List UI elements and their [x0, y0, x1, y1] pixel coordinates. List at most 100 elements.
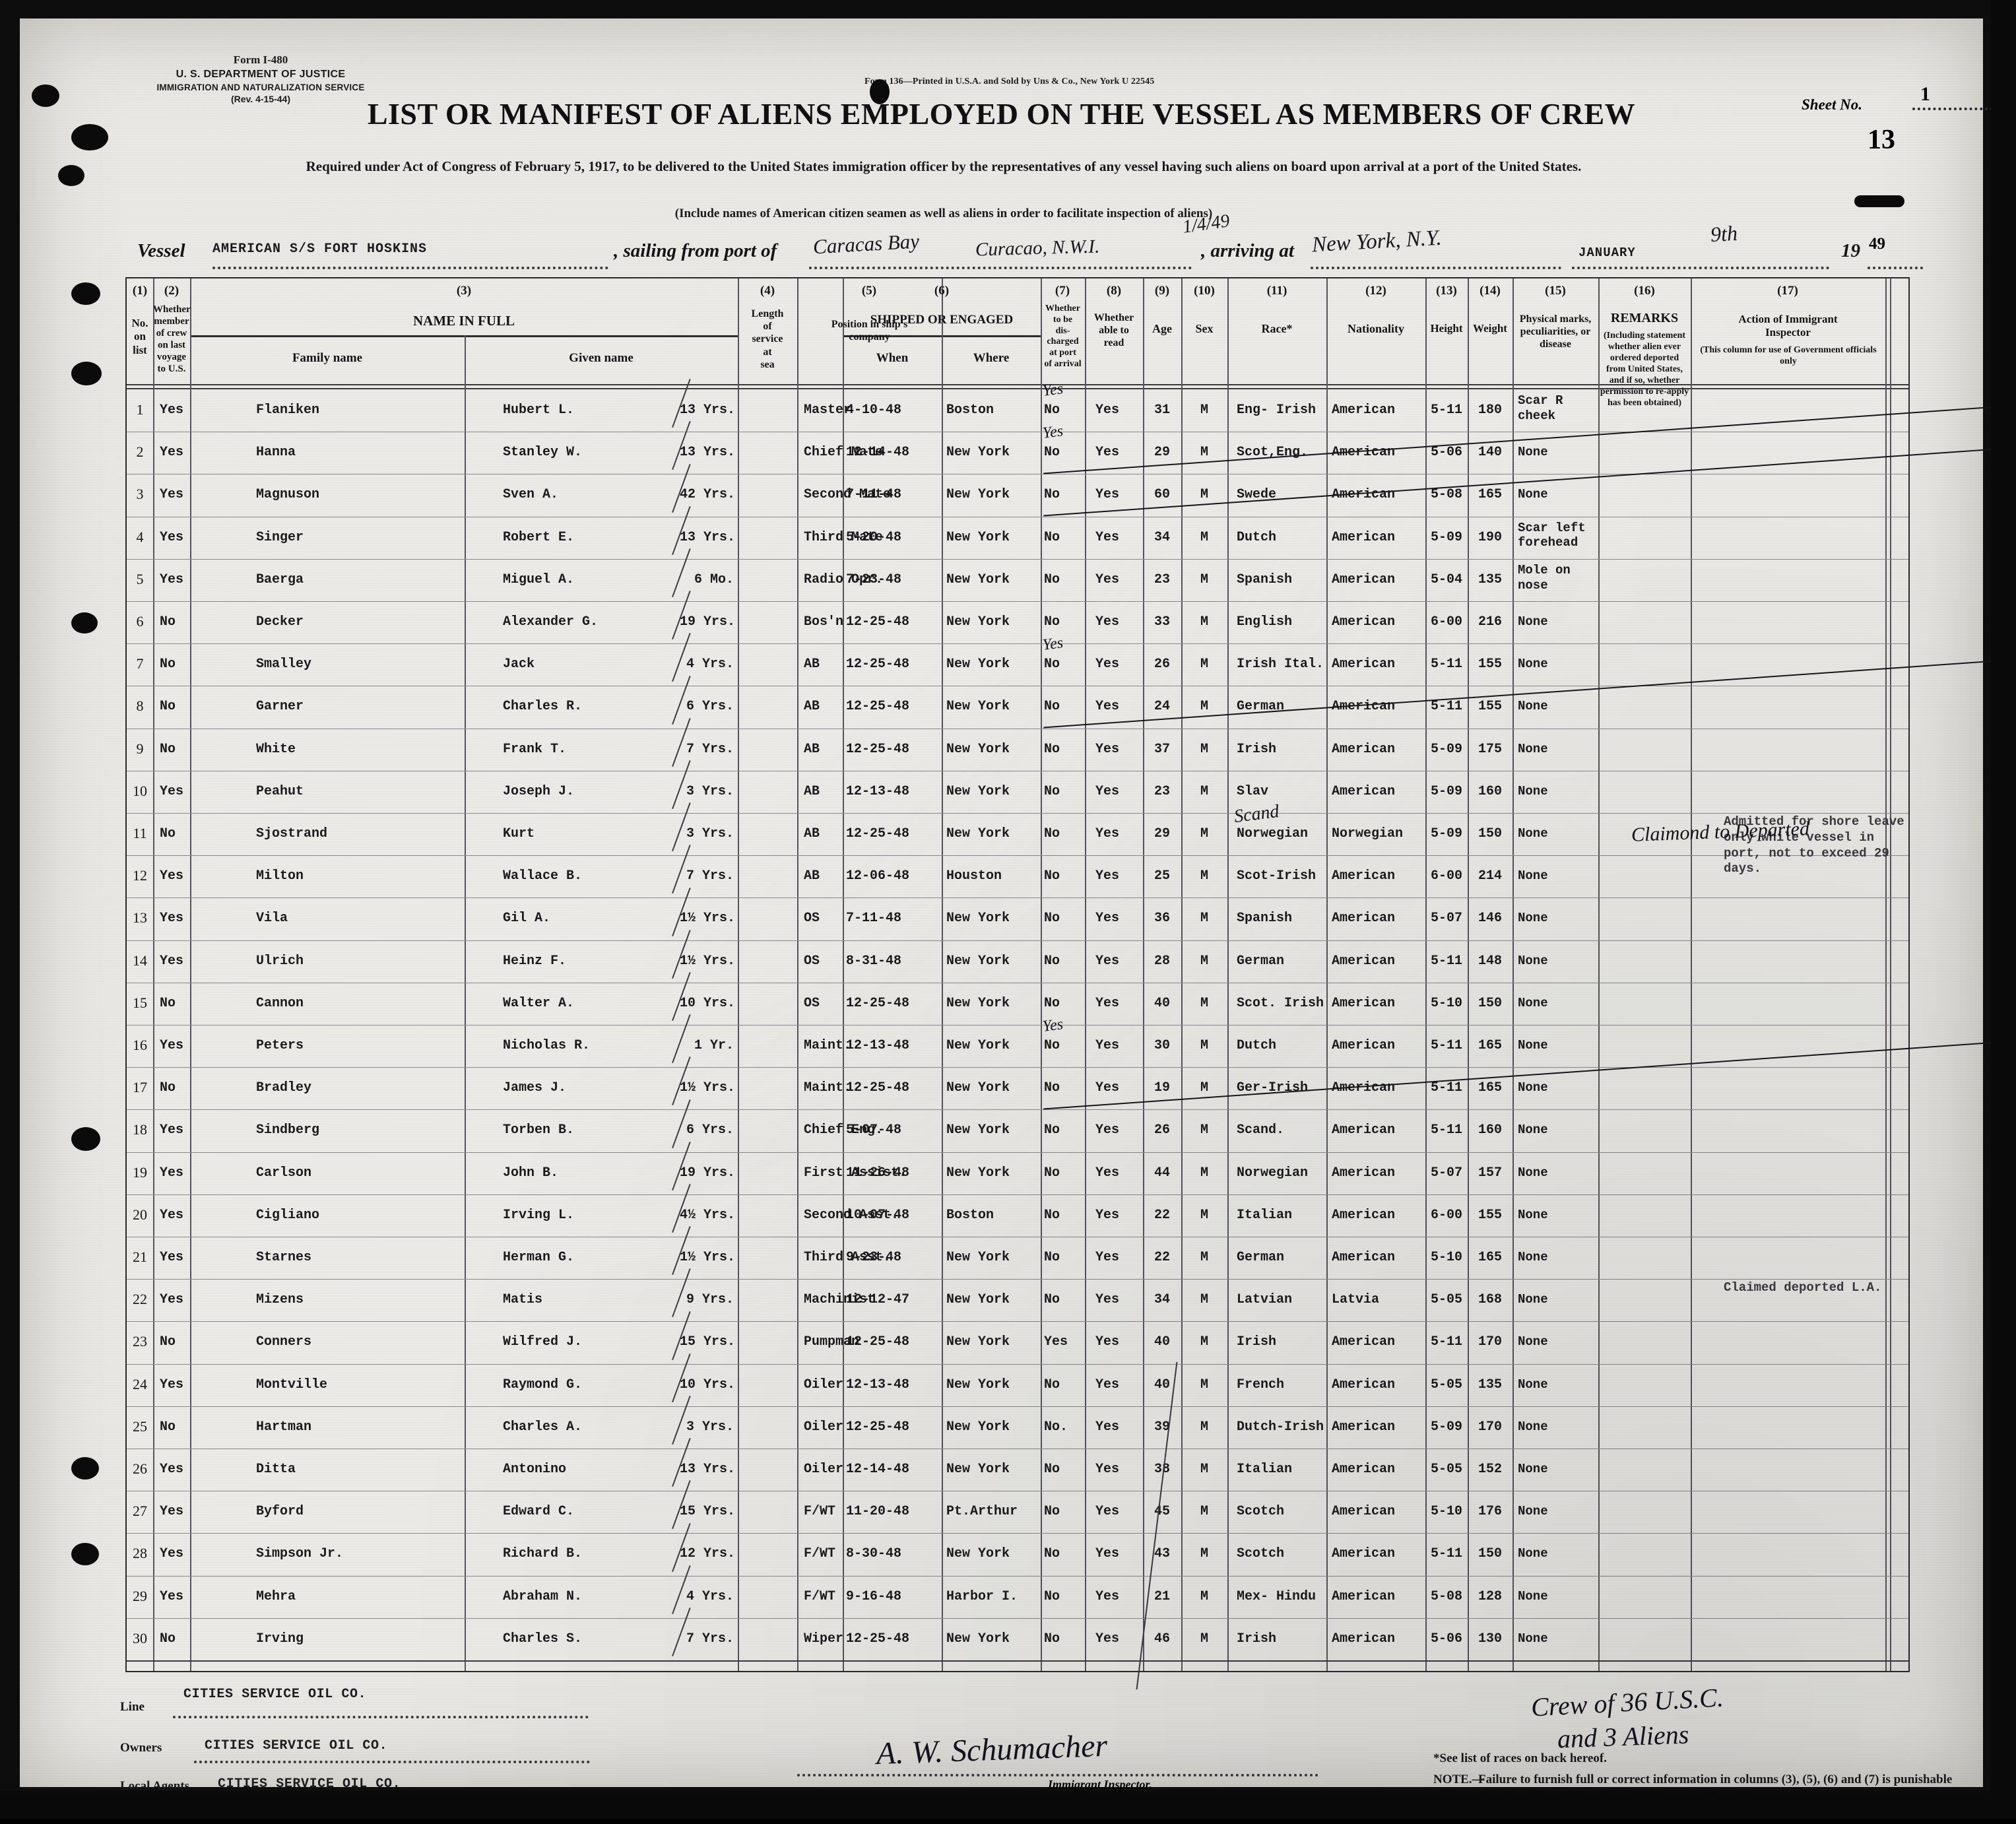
cell-crew-last-voyage: Yes — [160, 571, 184, 587]
column-header-14: Weight — [1473, 322, 1507, 335]
cell-nationality: American — [1332, 783, 1396, 799]
cell-shipped-where: New York — [946, 1080, 1010, 1096]
cell-shipped-when: 12-13-48 — [846, 1038, 910, 1053]
cell-shipped-when: 12-06-48 — [846, 868, 910, 884]
cell-nationality: American — [1332, 1334, 1396, 1350]
cell-crew-last-voyage: Yes — [160, 1123, 184, 1138]
cell-shipped-where: New York — [946, 1631, 1010, 1646]
cell-length-of-service: 13 Yrs. — [680, 403, 736, 418]
cell-shipped-when: 5-20-48 — [846, 529, 902, 545]
column-number-9: (9) — [1154, 284, 1170, 298]
cell-race: Scot,Eng. — [1237, 445, 1309, 461]
scan-artifact-blob — [58, 165, 84, 186]
cell-given-name: Stanley W. — [503, 445, 583, 461]
column-header-17: Action of Immigrant Inspector — [1738, 313, 1838, 339]
column-number-16: (16) — [1634, 284, 1655, 298]
row-number: 15 — [133, 994, 147, 1011]
cell-family-name: Magnuson — [256, 487, 320, 503]
cell-sex: M — [1200, 1504, 1208, 1520]
column-divider — [1041, 278, 1042, 1671]
line-label: Line — [120, 1700, 145, 1714]
cell-discharged: Yes — [1044, 1334, 1068, 1350]
cell-able-to-read: Yes — [1095, 1419, 1120, 1435]
column-divider — [153, 278, 154, 1671]
cell-height: 5-07 — [1430, 911, 1462, 927]
signature-title: Immigrant Inspector. — [1048, 1778, 1153, 1791]
cell-race: Irish Ital. — [1237, 657, 1324, 672]
cell-race: German — [1237, 1250, 1285, 1265]
cell-height: 5-11 — [1430, 1546, 1462, 1562]
column-header-9: Age — [1152, 322, 1172, 335]
cell-discharged: No — [1044, 1207, 1060, 1223]
cell-able-to-read: Yes — [1095, 1165, 1120, 1181]
cell-sex: M — [1200, 1038, 1208, 1053]
cell-age: 43 — [1154, 1546, 1170, 1562]
cell-family-name: Hanna — [256, 445, 296, 461]
cell-physical-marks: None — [1518, 741, 1548, 756]
cell-shipped-where: New York — [946, 1462, 1010, 1477]
column-divider — [1468, 278, 1469, 1671]
cell-age: 31 — [1154, 403, 1170, 418]
cell-discharged: No — [1044, 783, 1060, 799]
column-number-13: (13) — [1436, 284, 1457, 298]
cell-height: 5-06 — [1430, 1631, 1462, 1646]
column-number-14: (14) — [1479, 284, 1501, 298]
cell-height: 5-05 — [1430, 1462, 1462, 1477]
cell-length-of-service: 6 Yrs. — [686, 699, 734, 715]
cell-age: 22 — [1154, 1250, 1170, 1265]
cell-height: 5-09 — [1430, 826, 1462, 841]
cell-able-to-read: Yes — [1095, 783, 1120, 799]
cell-shipped-where: New York — [946, 1334, 1010, 1350]
cell-age: 29 — [1154, 826, 1170, 841]
cell-sex: M — [1200, 403, 1208, 418]
cell-position: AB — [804, 868, 820, 884]
arriving-at-label: , arriving at — [1201, 240, 1294, 261]
column-subheader: When — [876, 351, 909, 365]
cell-able-to-read: Yes — [1095, 657, 1120, 672]
row-number: 8 — [136, 698, 144, 715]
cell-physical-marks: None — [1518, 1250, 1548, 1264]
row-number: 4 — [136, 528, 144, 545]
cell-length-of-service: 6 Yrs. — [686, 1123, 734, 1138]
cell-shipped-where: New York — [946, 741, 1010, 757]
cell-race: Eng- Irish — [1237, 403, 1317, 418]
column-header-10: Sex — [1195, 322, 1214, 335]
cell-nationality: American — [1332, 445, 1396, 461]
cell-able-to-read: Yes — [1095, 487, 1120, 503]
cell-family-name: Garner — [256, 699, 304, 715]
cell-shipped-where: New York — [946, 699, 1010, 715]
cell-given-name: Antonino — [503, 1462, 567, 1477]
cell-sex: M — [1200, 529, 1208, 545]
cell-family-name: Mehra — [256, 1588, 296, 1604]
row-divider — [127, 1279, 1908, 1280]
scan-edge-right — [1991, 0, 2016, 1819]
column-header-13: Height — [1430, 322, 1463, 335]
cell-crew-last-voyage: Yes — [160, 403, 184, 418]
cell-shipped-when: 7-11-48 — [846, 487, 902, 503]
cell-sex: M — [1200, 783, 1208, 799]
cell-nationality: American — [1332, 1207, 1396, 1223]
column-divider — [465, 335, 466, 1671]
cell-sex: M — [1200, 1207, 1208, 1223]
cell-shipped-when: 12-25-48 — [846, 826, 910, 841]
row-divider — [127, 940, 1908, 941]
cell-position: Third Mate — [804, 529, 884, 545]
column-number-1: (1) — [132, 284, 148, 298]
cell-crew-last-voyage: Yes — [160, 529, 184, 545]
vessel-name: AMERICAN S/S FORT HOSKINS — [212, 242, 428, 257]
column-divider — [797, 278, 798, 1671]
scan-artifact-blob — [71, 124, 108, 150]
row-divider — [127, 601, 1908, 602]
cell-nationality: American — [1332, 1588, 1396, 1604]
cell-remarks: Admitted for shore leave only while vess… — [1724, 814, 1904, 876]
row-number: 11 — [133, 825, 147, 841]
cell-shipped-when: 4-10-48 — [846, 403, 902, 418]
cell-length-of-service: 15 Yrs. — [680, 1504, 736, 1520]
cell-nationality: American — [1332, 995, 1396, 1011]
cell-shipped-when: 12-25-48 — [846, 657, 910, 672]
cell-physical-marks: Scar R cheek — [1518, 393, 1563, 423]
cell-weight: 140 — [1478, 445, 1502, 461]
cell-physical-marks: None — [1518, 826, 1548, 841]
cell-length-of-service: 4 Yrs. — [686, 1588, 734, 1604]
